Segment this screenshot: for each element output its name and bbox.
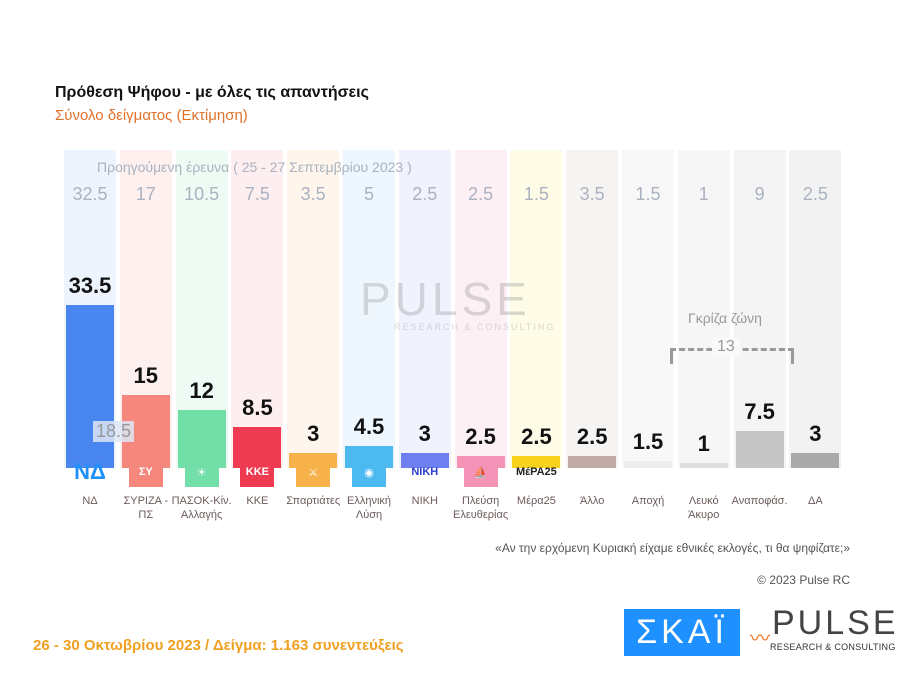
previous-value: 7.5	[244, 184, 270, 204]
bar	[512, 455, 561, 468]
column-background	[566, 150, 619, 468]
grey-zone-label: Γκρίζα ζώνη	[688, 310, 762, 326]
previous-value: 2.5	[412, 184, 438, 204]
lead-difference: 18.5	[93, 421, 135, 442]
column-background	[510, 150, 563, 468]
bar	[66, 304, 114, 468]
value-label: 7.5	[744, 399, 775, 425]
bar	[568, 455, 617, 468]
bar	[791, 453, 840, 468]
previous-value: 1.5	[523, 184, 549, 204]
grey-zone-value: 13	[712, 338, 740, 356]
previous-survey-title: Προηγούμενη έρευνα ( 25 - 27 Σεπτεμβρίου…	[97, 159, 412, 175]
category-label: ΠΑΣΟΚ-Κίν. Αλλαγής	[171, 495, 232, 521]
previous-value: 3.5	[300, 184, 326, 204]
column-background	[398, 150, 451, 468]
previous-value: 2.5	[802, 184, 828, 204]
pulse-logo-subtitle: RESEARCH & CONSULTING	[770, 642, 896, 652]
previous-value: 9	[754, 184, 765, 204]
value-label: 1	[697, 431, 710, 457]
category-label: ΝΔ	[82, 495, 98, 507]
bar	[400, 453, 449, 468]
column-background	[287, 150, 340, 468]
column-background	[231, 150, 284, 468]
previous-value: 10.5	[184, 184, 220, 204]
previous-value: 3.5	[579, 184, 605, 204]
party-logo-icon: ⛵	[463, 457, 498, 487]
category-label: ΔΑ	[808, 495, 823, 507]
category-label: Αναποφάσ.	[731, 495, 788, 507]
previous-value: 2.5	[468, 184, 494, 204]
skai-logo: ΣΚΑΪ	[624, 609, 740, 656]
bar-chart: 32.5 33.5 ΝΔ ΝΔ 17 15 ΣΥ ΣΥΡΙΖΑ - ΠΣ 10.5 12 ☀ ΠΑΣΟ…	[64, 150, 842, 521]
value-label: 33.5	[68, 272, 112, 298]
party-logo-icon: ΝΔ	[74, 459, 106, 484]
category-label: ΝΙΚΗ	[411, 495, 438, 507]
value-label: 12	[189, 377, 214, 403]
value-label: 15	[133, 362, 159, 388]
column-background	[343, 150, 395, 468]
bar	[679, 463, 728, 468]
column-background	[733, 150, 786, 468]
value-label: 3	[418, 421, 431, 447]
category-label: ΣΥΡΙΖΑ - ΠΣ	[123, 495, 169, 521]
pulse-wave-icon: 〰	[750, 628, 770, 650]
category-label: ΚΚΕ	[246, 495, 269, 507]
chart-title: Πρόθεση Ψήφου - με όλες τις απαντήσεις	[55, 84, 369, 101]
column-background	[677, 150, 730, 468]
value-label: 3	[307, 421, 320, 447]
category-label: Άλλο	[580, 495, 605, 507]
survey-question: «Αν την ερχόμενη Κυριακή είχαμε εθνικές …	[495, 541, 850, 555]
party-logo-icon: ΚΚΕ	[240, 457, 275, 487]
party-logo-icon: ◉	[352, 457, 386, 487]
category-label: Σπαρτιάτες	[286, 495, 341, 507]
category-label: Λευκό Άκυρο	[688, 495, 720, 521]
party-logo-icon: ΝΙΚΗ	[411, 466, 439, 478]
copyright: © 2023 Pulse RC	[757, 573, 850, 587]
pulse-logo-text: PULSE	[772, 604, 899, 642]
party-logo-icon: ☀	[184, 457, 219, 487]
value-label: 3	[809, 421, 822, 447]
survey-dates-sample: 26 - 30 Οκτωβρίου 2023 / Δείγμα: 1.163 σ…	[33, 637, 404, 654]
category-label: Ελληνική Λύση	[346, 495, 392, 521]
value-label: 4.5	[353, 414, 385, 440]
category-label: Αποχή	[631, 495, 665, 507]
value-label: 8.5	[242, 394, 273, 420]
previous-value: 32.5	[72, 184, 108, 204]
value-label: 2.5	[465, 423, 496, 449]
previous-value: 5	[363, 184, 374, 204]
previous-value: 1.5	[635, 184, 661, 204]
column-background	[622, 150, 674, 468]
value-label: 2.5	[576, 423, 608, 449]
chart-subtitle: Σύνολο δείγματος (Εκτίμηση)	[55, 107, 248, 124]
party-logo-icon: ΣΥ	[128, 457, 163, 487]
bar	[735, 431, 784, 468]
column-background	[789, 150, 842, 468]
column-background	[454, 150, 507, 468]
pulse-watermark: PULSE RESEARCH & CONSULTING	[360, 273, 556, 332]
value-label: 1.5	[632, 428, 664, 454]
pulse-logo: 〰 PULSE RESEARCH & CONSULTING	[750, 604, 899, 653]
previous-value: 1	[698, 184, 709, 204]
category-label: Μέρα25	[516, 495, 556, 507]
bar	[624, 460, 672, 468]
value-label: 2.5	[521, 423, 552, 449]
party-logo-icon: ⚔	[296, 457, 331, 487]
previous-value: 17	[135, 184, 156, 204]
category-label: Πλεύση Ελευθερίας	[453, 495, 509, 521]
party-logo-icon: ΜέΡΑ25	[515, 466, 557, 478]
